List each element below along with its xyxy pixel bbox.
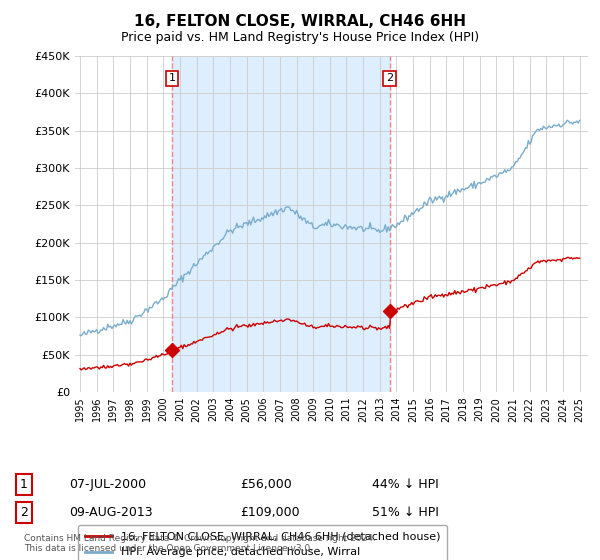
Text: 2: 2: [20, 506, 28, 519]
Text: 16, FELTON CLOSE, WIRRAL, CH46 6HH: 16, FELTON CLOSE, WIRRAL, CH46 6HH: [134, 14, 466, 29]
Text: 1: 1: [169, 73, 175, 83]
Text: £109,000: £109,000: [240, 506, 299, 519]
Text: 51% ↓ HPI: 51% ↓ HPI: [372, 506, 439, 519]
Text: 2: 2: [386, 73, 394, 83]
Text: 1: 1: [20, 478, 28, 491]
Text: £56,000: £56,000: [240, 478, 292, 491]
Text: Price paid vs. HM Land Registry's House Price Index (HPI): Price paid vs. HM Land Registry's House …: [121, 31, 479, 44]
Text: 09-AUG-2013: 09-AUG-2013: [69, 506, 152, 519]
Bar: [172, 56, 390, 392]
Text: 07-JUL-2000: 07-JUL-2000: [69, 478, 146, 491]
Text: Contains HM Land Registry data © Crown copyright and database right 2024.
This d: Contains HM Land Registry data © Crown c…: [24, 534, 376, 553]
Text: 44% ↓ HPI: 44% ↓ HPI: [372, 478, 439, 491]
Legend: 16, FELTON CLOSE, WIRRAL, CH46 6HH (detached house), HPI: Average price, detache: 16, FELTON CLOSE, WIRRAL, CH46 6HH (deta…: [78, 525, 448, 560]
